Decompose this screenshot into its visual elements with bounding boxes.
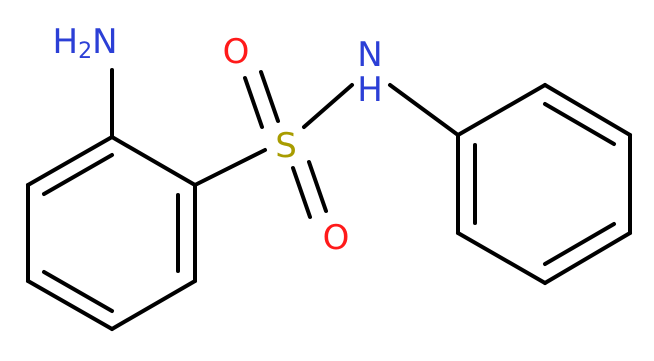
- atom: S: [275, 126, 297, 166]
- atom: O: [223, 32, 250, 72]
- bond: [456, 231, 547, 285]
- bonds: [26, 68, 632, 331]
- bond: [543, 231, 632, 285]
- double-bond: [259, 70, 280, 123]
- bond: [302, 83, 354, 129]
- atom: O: [323, 218, 350, 258]
- bond: [543, 83, 632, 137]
- atom: H: [357, 70, 383, 110]
- atom: N: [357, 35, 382, 75]
- bond: [110, 279, 197, 331]
- double-bond: [543, 222, 616, 266]
- bond: [110, 135, 197, 187]
- bond: [193, 148, 267, 187]
- atom: H: [52, 22, 78, 62]
- bond: [388, 83, 460, 137]
- atom-labels: H2N O S O N H: [52, 22, 382, 258]
- double-bond: [243, 76, 264, 129]
- double-bond: [307, 160, 328, 213]
- amine-label: H2N: [52, 22, 117, 64]
- bond: [26, 279, 114, 331]
- bond: [26, 135, 114, 187]
- bond: [456, 83, 547, 137]
- double-bond: [543, 102, 616, 146]
- atom: N: [92, 22, 117, 62]
- double-bond: [291, 166, 312, 219]
- double-bond: [42, 153, 114, 196]
- double-bond: [42, 270, 114, 313]
- subscript: 2: [78, 39, 92, 64]
